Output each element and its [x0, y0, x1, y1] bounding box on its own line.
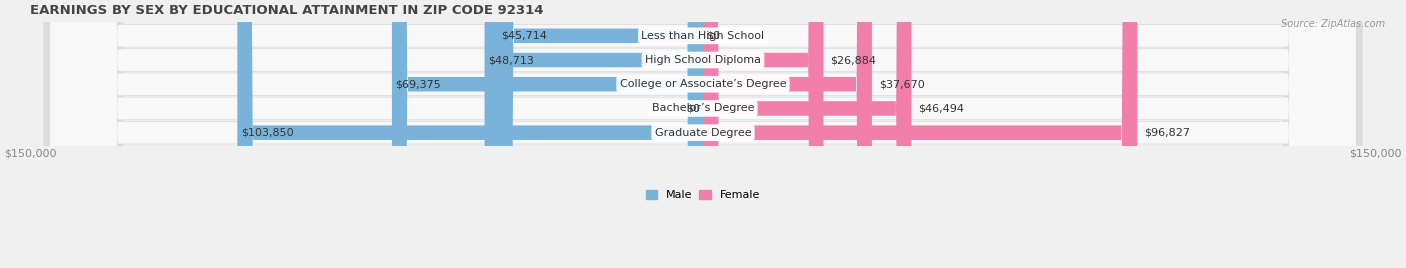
Text: $96,827: $96,827: [1144, 128, 1189, 138]
FancyBboxPatch shape: [44, 0, 1362, 268]
FancyBboxPatch shape: [703, 0, 824, 268]
FancyBboxPatch shape: [51, 0, 1355, 268]
Text: $37,670: $37,670: [879, 79, 924, 89]
FancyBboxPatch shape: [485, 0, 703, 268]
FancyBboxPatch shape: [44, 0, 1362, 268]
FancyBboxPatch shape: [51, 0, 1355, 268]
FancyBboxPatch shape: [498, 0, 703, 268]
FancyBboxPatch shape: [695, 0, 703, 268]
Text: Graduate Degree: Graduate Degree: [655, 128, 751, 138]
FancyBboxPatch shape: [238, 0, 703, 268]
Text: Bachelor’s Degree: Bachelor’s Degree: [652, 103, 754, 113]
FancyBboxPatch shape: [44, 0, 1362, 268]
FancyBboxPatch shape: [703, 0, 1137, 268]
FancyBboxPatch shape: [703, 0, 911, 268]
Text: $69,375: $69,375: [395, 79, 441, 89]
Text: $103,850: $103,850: [240, 128, 294, 138]
Text: High School Diploma: High School Diploma: [645, 55, 761, 65]
FancyBboxPatch shape: [51, 0, 1355, 268]
Text: $26,884: $26,884: [831, 55, 876, 65]
Text: Less than High School: Less than High School: [641, 31, 765, 41]
Text: $0: $0: [686, 103, 700, 113]
FancyBboxPatch shape: [44, 0, 1362, 268]
Text: EARNINGS BY SEX BY EDUCATIONAL ATTAINMENT IN ZIP CODE 92314: EARNINGS BY SEX BY EDUCATIONAL ATTAINMEN…: [31, 4, 544, 17]
FancyBboxPatch shape: [392, 0, 703, 268]
Text: College or Associate’s Degree: College or Associate’s Degree: [620, 79, 786, 89]
FancyBboxPatch shape: [703, 0, 711, 268]
Text: $46,494: $46,494: [918, 103, 965, 113]
FancyBboxPatch shape: [703, 0, 872, 268]
Text: $0: $0: [706, 31, 720, 41]
FancyBboxPatch shape: [51, 0, 1355, 268]
FancyBboxPatch shape: [44, 0, 1362, 268]
Text: Source: ZipAtlas.com: Source: ZipAtlas.com: [1281, 19, 1385, 29]
FancyBboxPatch shape: [51, 0, 1355, 268]
Text: $48,713: $48,713: [488, 55, 534, 65]
Legend: Male, Female: Male, Female: [641, 185, 765, 205]
Text: $45,714: $45,714: [502, 31, 547, 41]
